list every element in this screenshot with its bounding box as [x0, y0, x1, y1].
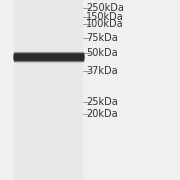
Text: 100kDa: 100kDa: [86, 19, 124, 29]
Text: 150kDa: 150kDa: [86, 12, 124, 22]
Text: 37kDa: 37kDa: [86, 66, 118, 76]
Text: 50kDa: 50kDa: [86, 48, 118, 58]
Bar: [14, 0, 83, 180]
Text: 75kDa: 75kDa: [86, 33, 118, 43]
Text: 25kDa: 25kDa: [86, 97, 118, 107]
Text: 250kDa: 250kDa: [86, 3, 124, 13]
Text: 20kDa: 20kDa: [86, 109, 118, 119]
